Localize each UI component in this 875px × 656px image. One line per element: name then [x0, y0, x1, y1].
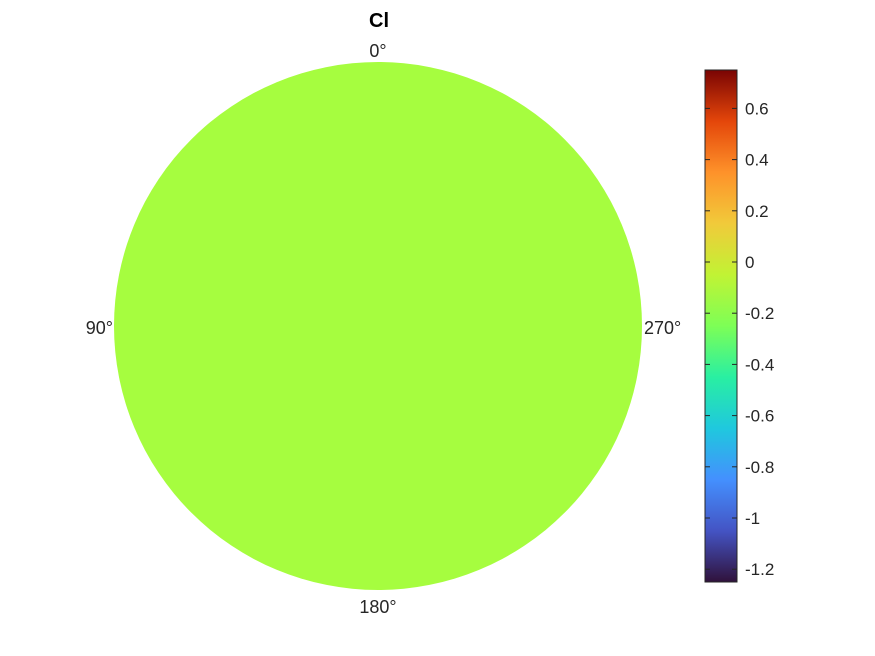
angle-label-270: 270°	[644, 318, 681, 338]
angle-label-90: 90°	[86, 318, 113, 338]
angle-label-180: 180°	[359, 597, 396, 617]
colorbar-ticks: 0.6 0.4 0.2 0 -0.2 -0.4 -0.6 -0.8 -1 -1.2	[705, 99, 774, 579]
colorbar-tick-label: 0.4	[745, 151, 769, 170]
colorbar-tick-label: -0.8	[745, 458, 774, 477]
colorbar-tick-label: 0.6	[745, 99, 769, 118]
colorbar-tick-label: -1	[745, 509, 760, 528]
colorbar	[704, 69, 738, 583]
angle-label-0: 0°	[369, 41, 386, 61]
colorbar-tick-label: 0	[745, 253, 754, 272]
chart-title: Cl	[369, 10, 389, 32]
colorbar-tick-label: -0.6	[745, 407, 774, 426]
colorbar-tick-label: -1.2	[745, 560, 774, 579]
polar-disk	[114, 62, 642, 590]
colorbar-tick-label: 0.2	[745, 202, 769, 221]
colorbar-tick-label: -0.2	[745, 304, 774, 323]
colorbar-tick-label: -0.4	[745, 355, 774, 374]
